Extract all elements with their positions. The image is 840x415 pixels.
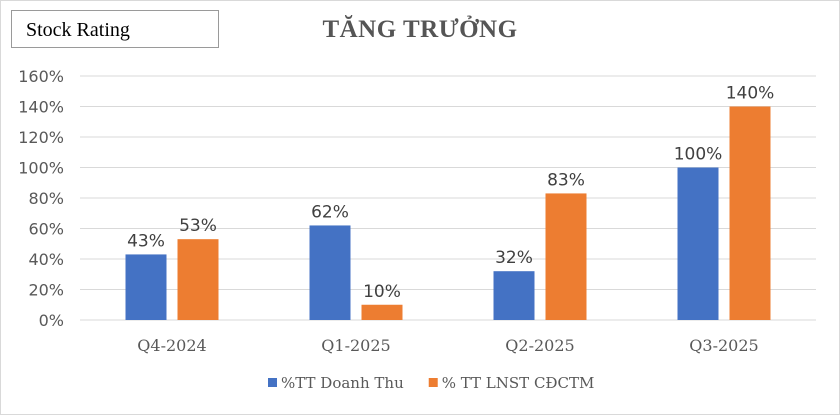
bar [309,225,351,320]
bar [177,239,219,320]
y-tick-label: 160% [18,67,64,86]
bar [545,193,587,320]
x-axis: Q4-2024 Q1-2025 Q2-2025 Q3-2025 [137,336,758,355]
bar [729,106,771,320]
x-tick-label: Q4-2024 [137,336,206,355]
data-label: 32% [495,248,533,268]
data-label: 43% [127,231,165,251]
y-tick-label: 0% [39,311,64,330]
y-tick-label: 20% [28,281,64,300]
y-tick-label: 60% [28,220,64,239]
y-tick-label: 40% [28,250,64,269]
x-tick-label: Q2-2025 [505,336,574,355]
data-label: 83% [547,170,585,190]
data-labels: 43% 53% 62% 10% 32% 83% 100% 140% [127,84,774,302]
bar [361,304,403,320]
data-label: 10% [363,282,401,302]
data-label: 53% [179,216,217,236]
data-label: 62% [311,202,349,222]
bar [677,167,719,320]
y-tick-label: 80% [28,189,64,208]
data-label: 140% [726,84,775,104]
y-tick-label: 140% [18,98,64,117]
legend-label: %TT Doanh Thu [281,374,404,392]
legend-swatch [428,378,438,387]
legend: %TT Doanh Thu % TT LNST CĐCTM [268,374,594,392]
x-tick-label: Q3-2025 [689,336,758,355]
chart-title: TĂNG TRƯỞNG [322,16,518,43]
x-tick-label: Q1-2025 [321,336,390,355]
y-tick-label: 100% [18,159,64,178]
legend-swatch [268,378,277,387]
legend-label: % TT LNST CĐCTM [442,374,595,392]
y-tick-label: 120% [18,128,64,147]
bar [493,271,535,320]
bars [125,106,771,320]
data-label: 100% [674,145,723,165]
stock-rating-badge: Stock Rating [11,10,219,48]
bar [125,254,167,320]
y-axis: 0% 20% 40% 60% 80% 100% 120% 140% 160% [18,67,64,330]
